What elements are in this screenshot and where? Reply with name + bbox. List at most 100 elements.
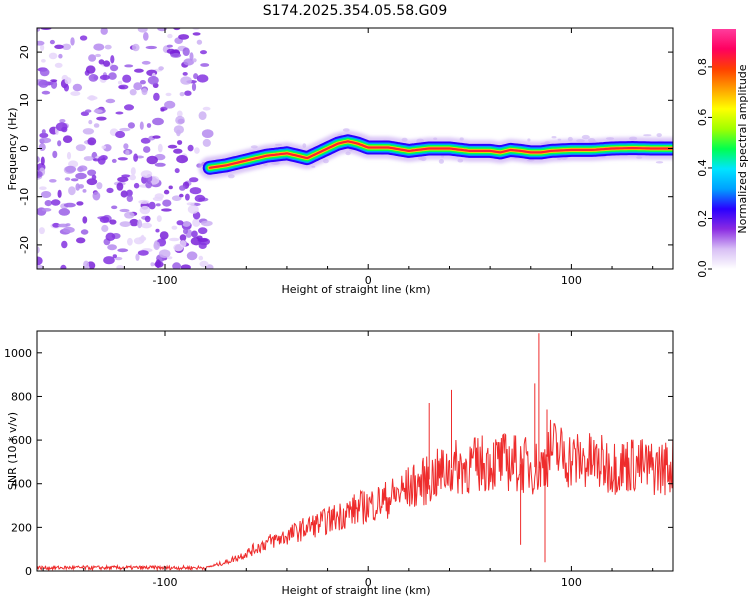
spectrogram-noise-cell	[145, 45, 157, 50]
snr-ytick-label: 400	[11, 478, 32, 491]
spectrogram-noise-cell	[140, 170, 153, 178]
spectrogram-noise-cell	[104, 44, 112, 50]
spectrogram-noise-cell	[199, 260, 209, 268]
spectrogram-noise-cell	[117, 80, 123, 85]
spectrogram-noise-cell	[75, 172, 87, 180]
spectrogram-noise-cell	[85, 65, 96, 74]
spectrogram-noise-cell	[38, 143, 46, 152]
spectrogram-noise-cell	[80, 229, 89, 235]
spectrogram-noise-cell	[141, 60, 151, 65]
spectrogram-noise-cell	[39, 186, 47, 190]
spectrogram-noise-cell	[173, 148, 183, 154]
spectrogram-noise-cell	[166, 48, 176, 54]
spectrogram-noise-cell	[78, 184, 84, 189]
spectrogram-noise-cell	[120, 190, 128, 198]
spectrogram-noise-cell	[146, 155, 158, 165]
spectrogram-noise-cell	[111, 205, 118, 210]
spectrogram-noise-cell	[155, 228, 160, 233]
spectrogram-noise-cell	[52, 222, 60, 228]
spectrogram-noise-cell	[57, 223, 69, 228]
spectrogram-xtick-label: -100	[153, 274, 178, 287]
spectrogram-noise-cell	[200, 220, 213, 227]
spectrogram-noise-cell	[179, 193, 184, 198]
spectrogram-noise-cell	[129, 89, 137, 96]
snr-xtick-label: 0	[365, 576, 372, 589]
spectrogram-noise-cell	[122, 74, 132, 83]
spectrogram-noise-cell	[126, 237, 133, 246]
spectrogram-noise-cell	[189, 177, 199, 183]
spectrogram-noise-cell	[70, 91, 81, 96]
spectrogram-noise-cell	[158, 249, 171, 258]
spectrogram-noise-cell	[115, 111, 124, 115]
spectrogram-noise-cell	[139, 121, 144, 130]
spectrogram-noise-cell	[527, 138, 531, 142]
spectrogram-noise-cell	[179, 185, 186, 191]
spectrogram-ytick-label: 20	[18, 45, 31, 59]
spectrogram-noise-cell	[159, 231, 169, 240]
snr-series-line	[37, 419, 673, 571]
spectrogram-noise-cell	[155, 259, 161, 269]
spectrogram-noise-cell	[88, 119, 93, 125]
spectrogram-noise-cell	[85, 109, 92, 113]
spectrogram-noise-cell	[197, 238, 209, 243]
snr-xtick-label: -100	[153, 576, 178, 589]
spectrogram-noise-cell	[57, 140, 62, 147]
spectrogram-noise-cell	[192, 32, 201, 36]
spectrogram-noise-cell	[643, 134, 652, 137]
spectrogram-noise-cell	[92, 158, 101, 162]
snr-ytick-label: 200	[11, 521, 32, 534]
spectrogram-noise-cell	[99, 216, 110, 223]
spectrogram-noise-cell	[153, 241, 160, 251]
spectrogram-noise-cell	[187, 144, 194, 152]
spectrogram-noise-cell	[171, 225, 178, 230]
spectrogram-noise-cell	[176, 110, 183, 118]
spectrogram-noise-cell	[70, 37, 75, 46]
spectrogram-noise-cell	[143, 146, 151, 153]
spectrogram-noise-cell	[110, 64, 119, 72]
spectrogram-noise-cell	[192, 218, 201, 227]
spectrogram-noise-cell	[54, 62, 63, 68]
spectrogram-noise-cell	[146, 123, 152, 128]
spectrogram-noise-cell	[189, 52, 194, 61]
spectrogram-noise-cell	[438, 159, 444, 164]
spectrogram-noise-cell	[135, 253, 140, 261]
spectrogram-noise-cell	[88, 74, 99, 82]
spectrogram-noise-cell	[97, 156, 106, 165]
spectrogram-noise-cell	[93, 123, 100, 128]
spectrogram-noise-cell	[116, 182, 124, 191]
spectrogram-noise-cell	[37, 256, 43, 266]
spectrogram-noise-cell	[129, 218, 139, 227]
spectrogram-noise-cell	[39, 137, 52, 144]
spectrogram-noise-cell	[62, 226, 75, 233]
spectrogram-noise-cell	[66, 151, 72, 160]
spectrogram-noise-cell	[163, 189, 170, 195]
spectrogram-noise-cell	[37, 40, 45, 46]
spectrogram-noise-cell	[140, 222, 152, 229]
snr-ytick-label: 600	[11, 434, 32, 447]
spectrogram-noise-cell	[129, 174, 137, 181]
spectrogram-noise-cell	[162, 199, 172, 207]
colorbar: 0.0 0.2 0.4 0.6 0.8 Normalized spectral ampl…	[696, 29, 749, 278]
spectrogram-noise-cell	[63, 202, 76, 208]
spectrogram-noise-cell	[130, 167, 136, 176]
spectrogram-noise-cell	[105, 98, 116, 104]
spectrogram-noise-cell	[183, 228, 188, 235]
spectrogram-noise-cell	[155, 203, 161, 207]
spectrogram-noise-cell	[119, 127, 131, 132]
spectrogram-noise-cell	[86, 178, 98, 186]
spectrogram-noise-cell	[87, 95, 98, 101]
spectrogram-noise-cell	[138, 199, 150, 204]
spectrogram-noise-cell	[173, 28, 181, 31]
spectrogram-noise-cell	[160, 108, 165, 112]
colorbar-tick-label: 0.6	[696, 109, 709, 127]
spectrogram-noise-cell	[194, 147, 200, 154]
spectrogram-noise-cell	[117, 157, 128, 161]
spectrogram-noise-cell	[93, 109, 103, 113]
spectrogram-ytick-label: -10	[18, 188, 31, 206]
spectrogram-noise-cell	[57, 189, 62, 198]
spectrogram-noise-cell	[38, 227, 45, 235]
spectrogram-noise-cell	[112, 254, 118, 259]
spectrogram-noise-cell	[118, 85, 125, 89]
spectrogram-noise-cell	[184, 90, 192, 96]
